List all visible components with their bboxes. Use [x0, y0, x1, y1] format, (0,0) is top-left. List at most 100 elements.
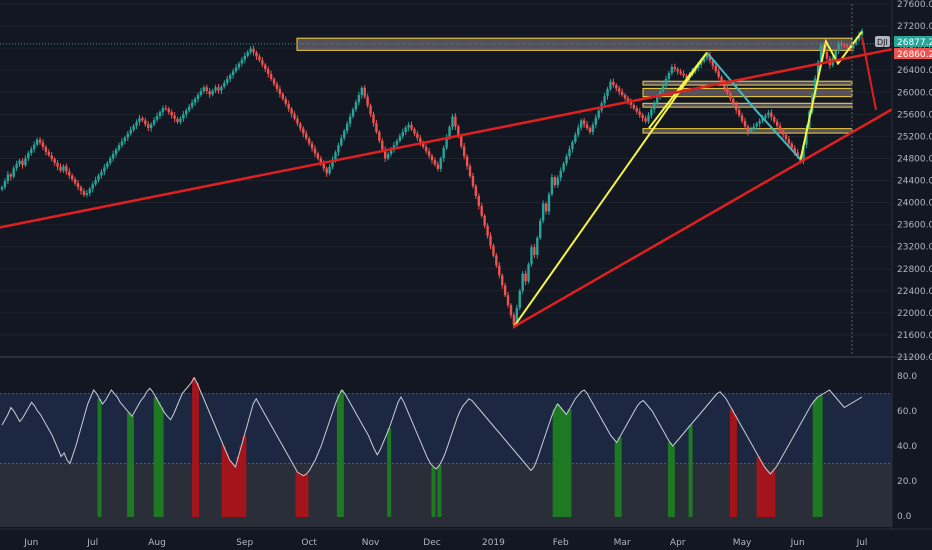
candle-body[interactable]	[813, 78, 817, 96]
candle-body[interactable]	[290, 108, 293, 114]
candle-body[interactable]	[375, 123, 378, 132]
candle-body[interactable]	[94, 179, 97, 185]
candle-body[interactable]	[591, 124, 595, 132]
candle-body[interactable]	[337, 145, 340, 153]
candle-body[interactable]	[117, 145, 121, 150]
candle-body[interactable]	[120, 141, 124, 146]
candle-body[interactable]	[378, 131, 381, 141]
candle-body[interactable]	[331, 159, 334, 167]
candle-body[interactable]	[793, 147, 796, 153]
candle-body[interactable]	[252, 48, 255, 53]
candle-body[interactable]	[398, 136, 402, 141]
candle-body[interactable]	[176, 118, 179, 123]
candle-body[interactable]	[758, 120, 761, 124]
candle-body[interactable]	[38, 139, 42, 143]
candle-body[interactable]	[512, 315, 516, 326]
candle-body[interactable]	[144, 120, 147, 125]
candle-body[interactable]	[272, 79, 276, 84]
candle-body[interactable]	[348, 116, 352, 124]
candle-body[interactable]	[155, 115, 159, 120]
candle-body[interactable]	[401, 131, 404, 137]
candle-body[interactable]	[825, 51, 829, 59]
candle-body[interactable]	[743, 120, 747, 127]
candle-body[interactable]	[53, 158, 56, 163]
candle-body[interactable]	[746, 126, 750, 132]
candle-body[interactable]	[676, 69, 679, 72]
candle-body[interactable]	[571, 141, 574, 150]
candle-body[interactable]	[439, 158, 442, 169]
candle-body[interactable]	[720, 76, 723, 83]
candle-body[interactable]	[147, 124, 150, 129]
candle-body[interactable]	[217, 87, 220, 91]
candle-body[interactable]	[0, 187, 4, 190]
candle-body[interactable]	[609, 81, 612, 89]
red-projection-line[interactable]	[861, 36, 877, 111]
candle-body[interactable]	[802, 144, 805, 162]
candle-body[interactable]	[246, 51, 249, 56]
candle-body[interactable]	[711, 60, 715, 66]
candle-body[interactable]	[427, 151, 431, 156]
candle-body[interactable]	[474, 186, 478, 196]
candle-body[interactable]	[211, 90, 214, 95]
candle-body[interactable]	[266, 69, 270, 75]
candle-body[interactable]	[638, 111, 641, 115]
candle-body[interactable]	[50, 155, 53, 159]
candle-body[interactable]	[717, 71, 720, 77]
candle-body[interactable]	[357, 95, 361, 103]
candle-body[interactable]	[243, 55, 246, 60]
candle-body[interactable]	[319, 158, 323, 164]
candle-body[interactable]	[585, 124, 589, 129]
candle-body[interactable]	[629, 101, 633, 105]
price-pane[interactable]	[0, 3, 893, 358]
candle-body[interactable]	[577, 127, 580, 135]
candle-body[interactable]	[506, 295, 510, 306]
candle-body[interactable]	[27, 152, 30, 159]
candle-body[interactable]	[334, 152, 337, 160]
candle-body[interactable]	[322, 163, 325, 169]
candle-body[interactable]	[73, 179, 77, 184]
candle-body[interactable]	[685, 75, 688, 78]
candle-body[interactable]	[30, 149, 33, 153]
candle-body[interactable]	[673, 66, 676, 70]
candle-body[interactable]	[97, 175, 100, 180]
candle-body[interactable]	[480, 205, 483, 216]
candle-body[interactable]	[59, 166, 62, 171]
candle-body[interactable]	[220, 86, 223, 91]
candle-body[interactable]	[579, 120, 583, 128]
candle-body[interactable]	[85, 193, 89, 195]
candle-body[interactable]	[705, 54, 709, 59]
candle-body[interactable]	[316, 153, 320, 159]
candle-body[interactable]	[503, 285, 507, 296]
candle-body[interactable]	[819, 45, 823, 62]
candle-body[interactable]	[234, 67, 238, 72]
candle-body[interactable]	[161, 108, 165, 113]
candle-body[interactable]	[404, 127, 407, 132]
candle-body[interactable]	[296, 118, 299, 124]
candle-body[interactable]	[679, 71, 682, 74]
candle-body[interactable]	[351, 109, 355, 117]
candle-body[interactable]	[152, 119, 156, 125]
candle-body[interactable]	[109, 158, 112, 163]
candle-body[interactable]	[489, 235, 492, 246]
candle-body[interactable]	[199, 91, 203, 96]
symbol-tag[interactable]: DJI	[875, 36, 890, 47]
candle-body[interactable]	[781, 130, 785, 135]
candle-body[interactable]	[559, 170, 562, 178]
candle-body[interactable]	[106, 162, 109, 168]
candle-body[interactable]	[255, 52, 258, 57]
candle-body[interactable]	[647, 115, 650, 122]
candle-body[interactable]	[635, 108, 638, 112]
rsi-axis[interactable]: 80.0 60.0 40.0 20.0 0.0	[897, 372, 917, 522]
candle-body[interactable]	[258, 56, 261, 61]
candle-body[interactable]	[182, 114, 185, 119]
candle-body[interactable]	[71, 175, 74, 180]
candle-body[interactable]	[483, 215, 486, 226]
candle-body[interactable]	[413, 129, 416, 134]
candle-body[interactable]	[846, 45, 849, 48]
candle-body[interactable]	[193, 98, 197, 103]
candle-body[interactable]	[32, 144, 36, 150]
candle-body[interactable]	[226, 79, 229, 83]
candle-body[interactable]	[852, 43, 855, 49]
candle-body[interactable]	[383, 149, 387, 159]
